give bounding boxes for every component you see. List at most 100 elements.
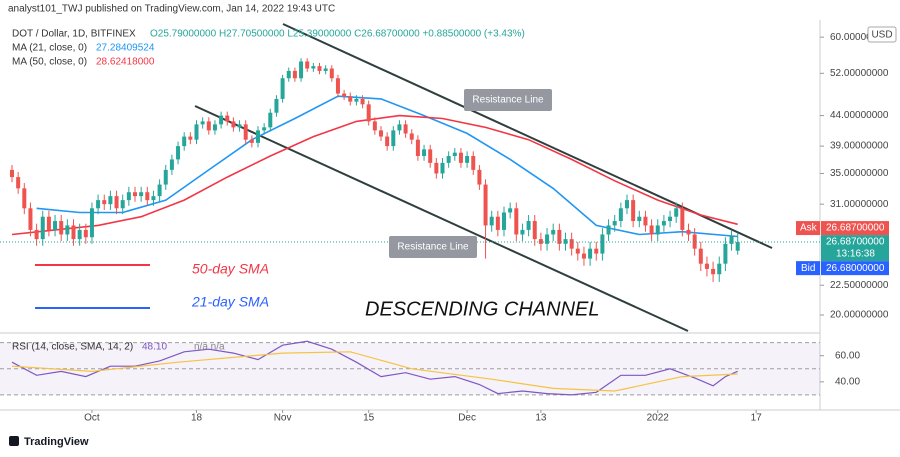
candle-body (231, 121, 236, 128)
y-tick-label: 20.00000000 (830, 310, 889, 321)
candle-body (495, 216, 500, 230)
x-tick-label: 18 (191, 413, 203, 424)
bid-box (796, 261, 820, 276)
candle-body (545, 234, 550, 244)
candle-body (348, 96, 353, 102)
candle-body (465, 156, 470, 163)
x-tick-label: 13 (535, 413, 547, 424)
candle-body (661, 221, 666, 226)
candle-body (508, 208, 513, 213)
candle-body (385, 136, 390, 147)
candle-body (428, 149, 433, 163)
candle-body (637, 216, 642, 222)
candle-body (649, 225, 654, 235)
candle-body (489, 216, 494, 226)
x-tick-label: 2022 (647, 413, 670, 424)
last-price-box (821, 235, 889, 262)
candle-body (249, 139, 254, 143)
candle-body (194, 124, 199, 140)
candle-body (354, 98, 359, 102)
candle-body (120, 200, 125, 209)
candle-body (10, 169, 14, 178)
candle-body (274, 98, 279, 113)
candle-body (46, 216, 51, 230)
ask-box (796, 221, 820, 236)
candle-body (366, 104, 371, 122)
candle-body (618, 208, 623, 222)
candle-body (643, 216, 648, 226)
candle-body (188, 136, 193, 140)
y-tick-label: 60.00 (835, 350, 860, 361)
candle-body (471, 156, 476, 170)
y-tick-label: 31.00000000 (830, 199, 889, 210)
candle-body (182, 136, 187, 147)
candle-body (563, 239, 568, 244)
indicator-line (36, 95, 738, 238)
candle-body (612, 221, 617, 226)
candle-body (698, 248, 703, 264)
candle-body (126, 192, 131, 201)
candle-body (458, 152, 463, 163)
candle-body (391, 130, 396, 147)
candle-body (71, 225, 76, 240)
candle-body (668, 216, 673, 222)
candle-body (317, 66, 322, 71)
legend-name: MA (50, close, 0) (12, 57, 87, 68)
candle-body (102, 200, 107, 205)
candle-body (28, 208, 33, 230)
candle-body (360, 98, 365, 105)
candle-body (397, 124, 402, 131)
candle-body (735, 242, 740, 251)
candle-body (594, 248, 599, 254)
candle-body (59, 221, 64, 235)
candle-body (342, 93, 347, 97)
x-tick-label: Nov (274, 413, 292, 424)
ask-price-box (821, 221, 889, 236)
legend-name: MA (21, close, 0) (12, 43, 87, 54)
candle-body (299, 61, 304, 79)
legend-value: n/a n/a (194, 342, 225, 353)
candle-body (34, 229, 39, 240)
candle-body (280, 78, 285, 99)
candle-body (514, 208, 519, 235)
candle-body (379, 130, 383, 137)
candle-body (139, 192, 144, 197)
legend-value: 48.10 (142, 342, 167, 353)
candle-body (372, 121, 377, 131)
annotation: 50-day SMA (192, 261, 269, 277)
candle-body (96, 200, 101, 209)
candle-body (538, 239, 543, 244)
candle-body (415, 139, 420, 157)
candle-body (22, 188, 27, 209)
candle-body (600, 234, 605, 254)
x-tick-label: 15 (363, 413, 375, 424)
ask-name: Ask (800, 223, 818, 234)
candle-body (575, 248, 580, 254)
indicator-line (11, 340, 738, 396)
candle-body (176, 146, 181, 160)
legend-title: RSI (14, close, SMA, 14, 2) (12, 342, 133, 353)
y-tick-label: 39.00000000 (830, 141, 889, 152)
footer: TradingView (24, 436, 89, 448)
candle-body (335, 78, 340, 94)
y-tick-label: 44.00000000 (830, 110, 889, 121)
candle-body (625, 200, 629, 209)
candle-body (114, 196, 119, 209)
candle-body (631, 200, 636, 222)
candle-body (133, 192, 137, 197)
candle-body (329, 68, 334, 79)
candle-body (206, 121, 211, 131)
indicator-line (11, 351, 738, 392)
candle-body (323, 68, 328, 71)
candle-body (440, 162, 445, 174)
bid-price: 26.68000000 (826, 263, 885, 274)
candle-body (692, 234, 697, 249)
y-tick-label: 60.00000000 (830, 32, 889, 43)
candle-body (243, 124, 248, 140)
candle-body (200, 121, 205, 125)
candle-body (711, 268, 716, 275)
candle-body (532, 221, 537, 240)
candle-body (551, 229, 556, 235)
